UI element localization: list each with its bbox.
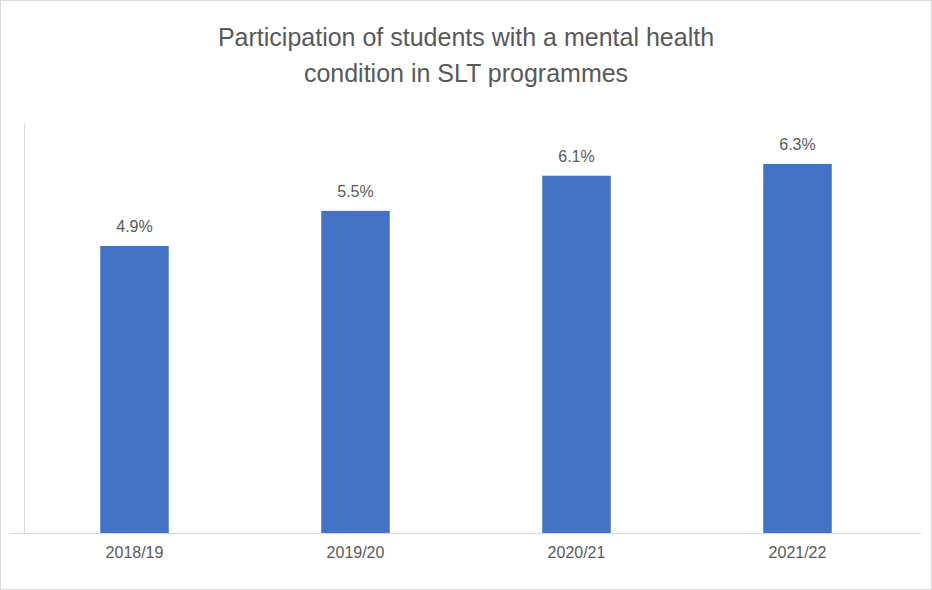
x-axis: 2018/19 2019/20 2020/21 2021/22	[10, 533, 921, 561]
bar	[542, 176, 611, 533]
chart-border	[1, 1, 932, 590]
data-label: 6.1%	[558, 148, 594, 165]
chart: Participation of students with a mental …	[0, 0, 932, 590]
bars	[100, 164, 832, 533]
bar	[763, 164, 832, 533]
x-tick: 2021/22	[769, 533, 827, 561]
x-tick: 2020/21	[548, 533, 606, 561]
x-axis-line	[10, 533, 921, 534]
y-axis-line	[24, 124, 25, 534]
chart-title: Participation of students with a mental …	[218, 23, 714, 87]
x-tick-label: 2019/20	[327, 544, 385, 561]
data-labels: 4.9% 5.5% 6.1% 6.3%	[116, 136, 815, 235]
x-tick-label: 2018/19	[106, 544, 164, 561]
data-label: 5.5%	[337, 183, 373, 200]
bar	[100, 246, 169, 533]
bar	[321, 211, 390, 533]
data-label: 6.3%	[779, 136, 815, 153]
x-tick: 2018/19	[106, 533, 164, 561]
x-tick: 2019/20	[327, 533, 385, 561]
x-tick-label: 2020/21	[548, 544, 606, 561]
x-tick-label: 2021/22	[769, 544, 827, 561]
data-label: 4.9%	[116, 218, 152, 235]
y-axis	[24, 124, 25, 534]
